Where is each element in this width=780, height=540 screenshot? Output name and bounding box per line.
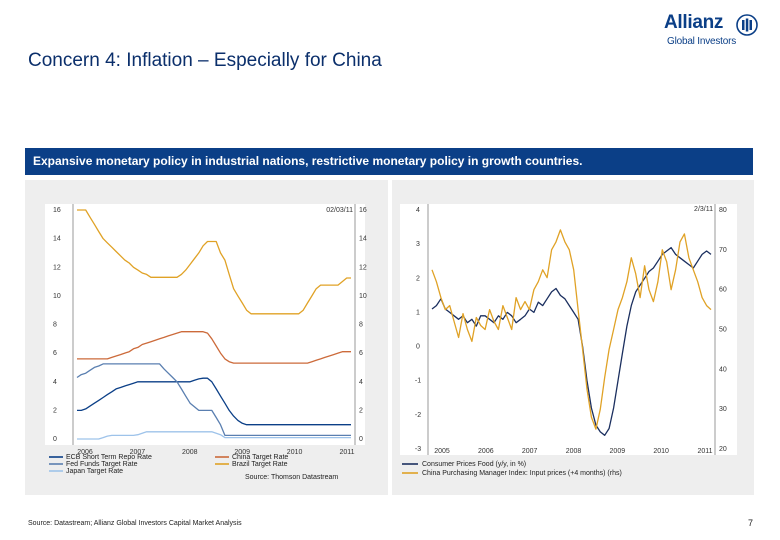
- y-left-tick-label: 10: [53, 293, 61, 300]
- series-line: [431, 229, 712, 430]
- logo-brand: Allianz: [664, 12, 724, 33]
- section-banner: Expansive monetary policy in industrial …: [25, 148, 753, 175]
- chart-panel-inflation: -3 -2 -1 0 1 2 3 4 20 30 40 50 60 70 80 2/3/11 2005 2006 2…: [392, 180, 754, 495]
- x-tick-label: 2009: [234, 449, 250, 456]
- inflation-chart: -3 -2 -1 0 1 2 3 4 20 30 40 50 60 70 80 2/3/11 2005 2006 2…: [400, 204, 737, 477]
- y-left-tick-label: 16: [53, 207, 61, 214]
- rates-chart: 0 2 4 6 8 10 12 14 16 0 2 4 6 8 10 12 14 16 02/03/11 2006 20…: [45, 204, 367, 481]
- y-left-tick-label: 4: [53, 379, 57, 386]
- y-right-tick-label: 70: [719, 247, 727, 254]
- legend-label: Fed Funds Target Rate: [66, 461, 138, 468]
- y-left-tick-label: 2: [53, 407, 57, 414]
- y-right-tick-label: 50: [719, 327, 727, 334]
- y-right-tick-label: 4: [359, 379, 363, 386]
- logo: Allianz Global Investors: [664, 12, 770, 52]
- y-left-tick-label: 12: [53, 264, 61, 271]
- legend-label: Consumer Prices Food (y/y, in %): [422, 461, 526, 468]
- y-left-tick-label: 14: [53, 236, 61, 243]
- page-title: Concern 4: Inflation – Especially for Ch…: [28, 50, 382, 71]
- x-tick-label: 2009: [610, 448, 626, 455]
- series-line: [77, 209, 351, 315]
- y-right-tick-label: 0: [359, 436, 363, 443]
- y-left-tick-label: -3: [415, 446, 421, 453]
- x-tick-label: 2010: [653, 448, 669, 455]
- y-right-tick-label: 10: [359, 293, 367, 300]
- y-left-tick-label: 2: [416, 275, 420, 282]
- x-tick-label: 2010: [287, 449, 303, 456]
- y-left-tick-label: 0: [416, 344, 420, 351]
- x-tick-label: 2007: [522, 448, 538, 455]
- y-right-tick-label: 2: [359, 407, 363, 414]
- y-right-tick-label: 40: [719, 366, 727, 373]
- x-tick-label: 2008: [182, 449, 198, 456]
- y-right-tick-label: 80: [719, 207, 727, 214]
- y-right-tick-label: 14: [359, 236, 367, 243]
- y-right-tick-label: 6: [359, 350, 363, 357]
- series-line: [77, 377, 351, 426]
- legend-label: Japan Target Rate: [66, 468, 123, 475]
- x-tick-label: 2006: [77, 449, 93, 456]
- y-right-tick-label: 12: [359, 264, 367, 271]
- plot-area: [45, 204, 365, 445]
- y-right-tick-label: 30: [719, 406, 727, 413]
- y-right-tick-label: 20: [719, 446, 727, 453]
- x-tick-label: 2008: [566, 448, 582, 455]
- y-left-tick-label: 0: [53, 436, 57, 443]
- y-left-tick-label: -1: [415, 378, 421, 385]
- page-number: 7: [748, 518, 754, 528]
- y-left-tick-label: 1: [416, 309, 420, 316]
- y-left-tick-label: 4: [416, 207, 420, 214]
- x-tick-label: 2007: [130, 449, 146, 456]
- y-right-tick-label: 60: [719, 287, 727, 294]
- series-line: [76, 363, 351, 437]
- x-tick-label: 2011: [339, 449, 354, 456]
- series-line: [77, 431, 351, 440]
- x-tick-label: 2011: [697, 448, 712, 455]
- chart-source-note: Source: Thomson Datastream: [245, 474, 338, 481]
- legend-label: ECB Short Term Repo Rate: [66, 454, 152, 461]
- y-left-tick-label: 8: [53, 322, 57, 329]
- legend-label: China Target Rate: [232, 454, 288, 461]
- y-left-tick-label: -2: [415, 412, 421, 419]
- chart-date-label: 2/3/11: [694, 206, 713, 213]
- y-right-tick-label: 8: [359, 322, 363, 329]
- source-footnote: Source: Datastream; Allianz Global Inves…: [28, 520, 242, 527]
- y-left-tick-label: 3: [416, 241, 420, 248]
- chart-date-label: 02/03/11: [326, 207, 353, 214]
- x-tick-label: 2006: [478, 448, 494, 455]
- y-left-tick-label: 6: [53, 350, 57, 357]
- allianz-eagle-icon: [736, 14, 758, 36]
- chart-panel-rates: 0 2 4 6 8 10 12 14 16 0 2 4 6 8 10 12 14 16 02/03/11 2006 20…: [25, 180, 388, 495]
- x-tick-label: 2005: [434, 448, 450, 455]
- legend-label: Brazil Target Rate: [232, 461, 288, 468]
- series-line: [77, 331, 351, 364]
- y-right-tick-label: 16: [359, 207, 367, 214]
- logo-subtitle: Global Investors: [667, 36, 737, 47]
- legend-label: China Purchasing Manager Index: Input pr…: [422, 470, 622, 477]
